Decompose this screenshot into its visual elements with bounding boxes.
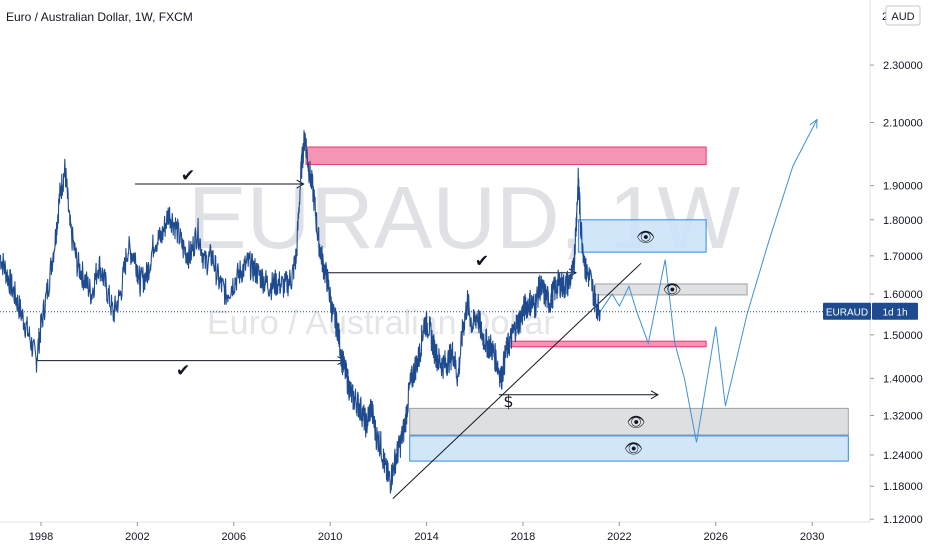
price-tag-symbol: EURAUD <box>826 308 868 319</box>
supply-zone <box>305 146 707 165</box>
eye-icon: 👁 <box>624 439 643 457</box>
x-tick-label: 2010 <box>318 531 342 543</box>
y-ticks: 2 2.30000 2.10000 1.90000 1.80000 1.70000 1.60… <box>870 11 923 526</box>
x-tick-label: 2002 <box>125 531 149 543</box>
y-tick-label: 1.40000 <box>883 373 923 385</box>
y-tick-label: 1.32000 <box>883 410 923 422</box>
neutral-zone-upper <box>594 283 748 296</box>
trendline <box>392 262 642 500</box>
price-tag-countdown-bg <box>872 302 918 320</box>
arrow-2000-low <box>36 356 346 366</box>
y-tick-label: 1.70000 <box>883 251 923 263</box>
demand-zone-lower <box>409 435 849 462</box>
watermark-name: Euro / Australian Dollar <box>207 304 555 342</box>
eye-icon: 👁 <box>663 280 682 298</box>
series <box>0 129 601 494</box>
price-tag-countdown: 1d 1h <box>882 308 907 319</box>
x-tick-label: 2030 <box>800 531 824 543</box>
x-tick-label: 2006 <box>222 531 246 543</box>
y-tick-label: 1.18000 <box>883 481 923 493</box>
y-tick-label: 1.12000 <box>883 514 923 526</box>
eye-icon: 👁 <box>627 413 646 431</box>
arrow-2002-level <box>134 179 305 189</box>
x-tick-label: 2018 <box>511 531 535 543</box>
x-tick-label: 2014 <box>414 531 438 543</box>
currency-label: AUD <box>891 11 914 23</box>
checkmark-icon: ✔ <box>176 361 190 381</box>
demand-zone-upper <box>577 219 707 253</box>
arrow-2017-level <box>498 390 659 400</box>
zones <box>305 146 849 462</box>
x-tick-label: 1998 <box>29 531 53 543</box>
y-tick-label: 1.80000 <box>883 215 923 227</box>
currency-badge[interactable]: AUD <box>885 5 921 26</box>
y-tick-label: 2 <box>882 11 888 23</box>
projection-path <box>599 119 818 443</box>
y-tick-label: 2.10000 <box>883 118 923 130</box>
y-tick-label: 1.60000 <box>883 289 923 301</box>
last-price-tag: EURAUD 1d 1h <box>823 302 918 320</box>
y-tick-label: 1.24000 <box>883 450 923 462</box>
arrow-2009-level <box>322 268 577 278</box>
supply-zone-lower <box>505 340 707 348</box>
chart-title: Euro / Australian Dollar, 1W, FXCM <box>6 10 193 24</box>
y-tick-label: 1.90000 <box>883 181 923 193</box>
checkmark-icon: ✔ <box>475 251 489 271</box>
y-tick-label: 1.50000 <box>883 330 923 342</box>
arrow-2002-level-head <box>296 179 305 189</box>
watermark: EURAUD, 1W Euro / Australian Dollar <box>188 168 741 342</box>
x-tick-label: 2022 <box>607 531 631 543</box>
arrow-2017-level-head <box>650 390 659 400</box>
projection-arrowhead <box>809 118 818 129</box>
eye-icon: 👁 <box>636 228 655 246</box>
y-tick-label: 2.30000 <box>883 60 923 72</box>
drawings: ✔ ✔ ✔ $ 👁 👁 👁 👁 <box>36 118 818 500</box>
x-tick-label: 2026 <box>704 531 728 543</box>
price-tag-symbol-bg <box>823 302 871 320</box>
price-series <box>0 129 601 494</box>
x-ticks: 1998 2002 2006 2010 2014 2018 2022 2026 2030 <box>29 522 824 543</box>
checkmark-icon: ✔ <box>181 166 195 186</box>
dollar-icon: $ <box>503 392 513 411</box>
